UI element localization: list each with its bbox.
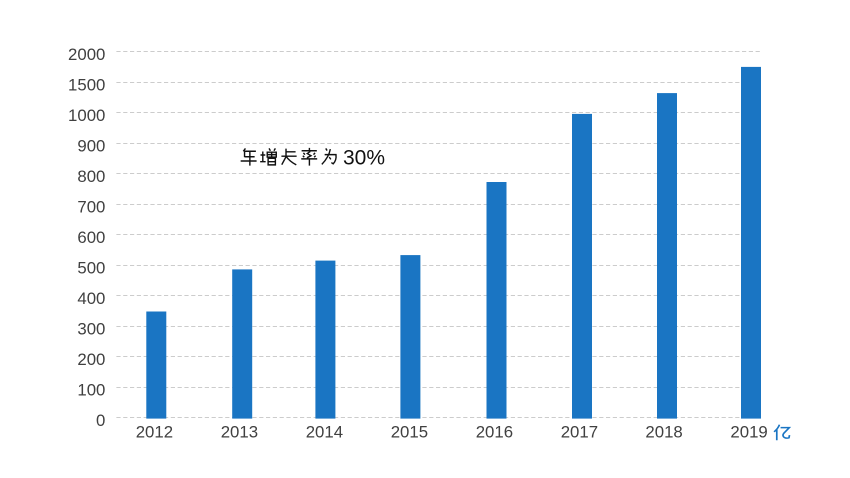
svg-text:2013: 2013 <box>221 423 258 442</box>
svg-text:200: 200 <box>77 350 105 369</box>
svg-text:2000: 2000 <box>68 45 105 64</box>
svg-text:2014: 2014 <box>306 423 343 442</box>
svg-text:600: 600 <box>77 228 105 247</box>
svg-text:30%: 30% <box>343 146 385 169</box>
svg-text:2015: 2015 <box>391 423 428 442</box>
svg-text:0: 0 <box>96 411 105 430</box>
svg-text:800: 800 <box>77 167 105 186</box>
svg-text:700: 700 <box>77 198 105 217</box>
svg-text:2019: 2019 <box>730 423 767 442</box>
svg-text:500: 500 <box>77 259 105 278</box>
svg-text:2012: 2012 <box>136 423 173 442</box>
svg-text:300: 300 <box>77 320 105 339</box>
svg-text:900: 900 <box>77 137 105 156</box>
svg-text:2018: 2018 <box>645 423 682 442</box>
svg-text:2017: 2017 <box>561 423 598 442</box>
svg-text:2016: 2016 <box>476 423 513 442</box>
svg-text:1500: 1500 <box>68 76 105 95</box>
svg-text:100: 100 <box>77 381 105 400</box>
svg-text:1000: 1000 <box>68 106 105 125</box>
svg-text:400: 400 <box>77 289 105 308</box>
